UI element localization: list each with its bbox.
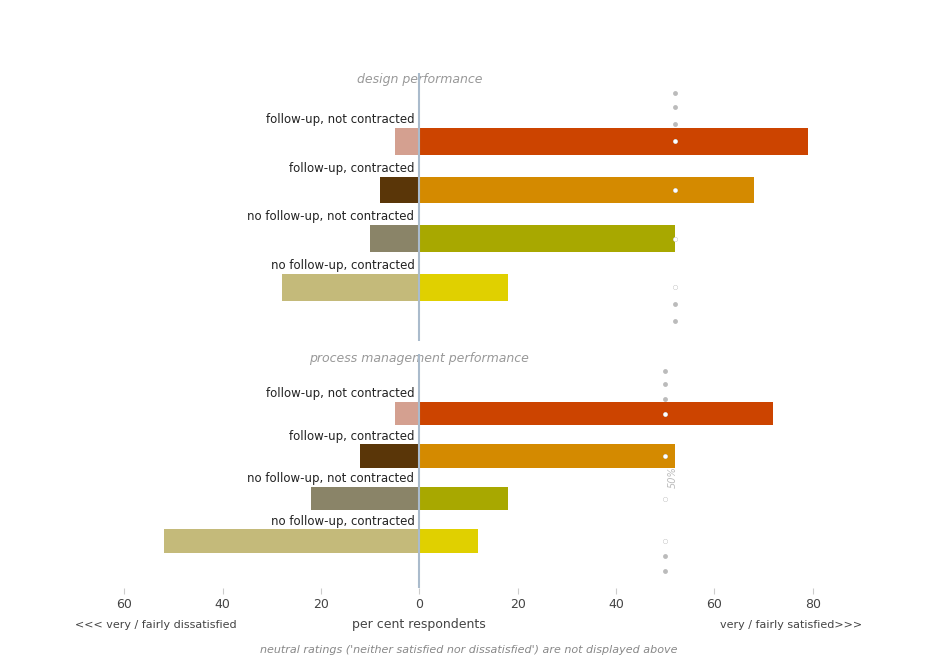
Bar	[281, 274, 418, 301]
Text: follow-up, not contracted: follow-up, not contracted	[266, 113, 414, 126]
Bar	[418, 444, 674, 468]
Bar	[311, 487, 418, 510]
Bar	[418, 402, 772, 426]
Bar	[163, 529, 418, 553]
Text: neutral ratings ('neither satisfied nor dissatisfied') are not displayed above: neutral ratings ('neither satisfied nor …	[259, 645, 677, 655]
Bar	[359, 444, 418, 468]
Bar	[394, 402, 418, 426]
Text: 50%: 50%	[667, 466, 677, 488]
Text: no follow-up, contracted: no follow-up, contracted	[271, 259, 414, 272]
Text: per cent respondents: per cent respondents	[352, 618, 486, 631]
Bar	[418, 529, 477, 553]
Text: follow-up, contracted: follow-up, contracted	[288, 162, 414, 175]
Text: no follow-up, contracted: no follow-up, contracted	[271, 514, 414, 528]
Text: follow-up, contracted: follow-up, contracted	[288, 430, 414, 443]
Bar	[418, 487, 507, 510]
Text: <<< very / fairly dissatisfied: <<< very / fairly dissatisfied	[75, 620, 236, 629]
Bar	[370, 225, 418, 252]
Text: no follow-up, not contracted: no follow-up, not contracted	[247, 472, 414, 485]
Text: very / fairly satisfied>>>: very / fairly satisfied>>>	[719, 620, 861, 629]
Text: no follow-up, not contracted: no follow-up, not contracted	[247, 210, 414, 223]
Bar	[418, 274, 507, 301]
Bar	[418, 177, 753, 204]
Bar	[394, 128, 418, 155]
Text: design performance: design performance	[357, 73, 481, 86]
Text: process management performance: process management performance	[309, 351, 529, 365]
Bar	[418, 128, 807, 155]
Bar	[379, 177, 418, 204]
Text: follow-up, not contracted: follow-up, not contracted	[266, 387, 414, 400]
Bar	[418, 225, 674, 252]
